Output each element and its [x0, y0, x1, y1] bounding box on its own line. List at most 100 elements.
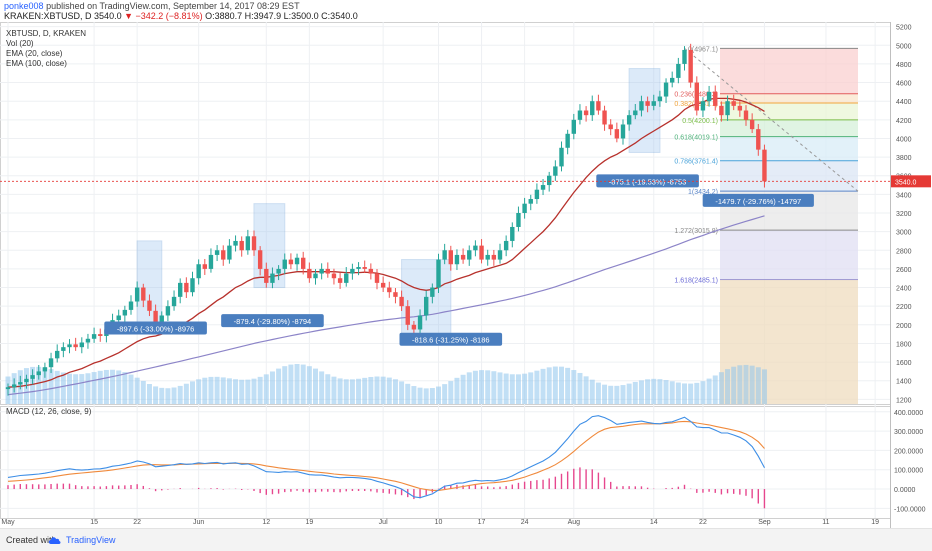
volume-bar [743, 364, 749, 404]
candle-body [639, 101, 644, 111]
price-tick-label: 1400 [896, 379, 912, 386]
time-tick-label: Sep [758, 519, 771, 526]
candle-body [460, 254, 466, 260]
candle-body [731, 101, 736, 106]
candle-body [700, 101, 706, 111]
chart-frame[interactable]: 0(4967.1)0.236(4480.3)0.382(4381.1)0.5(4… [0, 22, 932, 528]
candle-body [147, 300, 152, 311]
candle-body [73, 344, 78, 348]
candle-body [651, 101, 656, 106]
time-tick-label: 12 [262, 519, 270, 526]
volume-bar [331, 376, 337, 404]
volume-bar [725, 369, 731, 404]
volume-bar [509, 374, 515, 404]
candle-body [503, 240, 509, 251]
volume-bar [663, 380, 669, 404]
volume-bar [226, 378, 232, 404]
volume-bar [497, 372, 503, 404]
time-tick-label: 14 [650, 519, 658, 526]
time-tick-label: 22 [133, 519, 141, 526]
candle-body [540, 185, 546, 190]
volume-bar [638, 380, 644, 404]
candle-body [122, 309, 128, 316]
volume-bar [645, 379, 651, 404]
candle-body [85, 338, 91, 343]
price-tick-label: 1800 [896, 341, 912, 348]
price-tick-label: 2200 [896, 304, 912, 311]
volume-bar [429, 388, 435, 404]
candle-body [596, 101, 601, 111]
candle-body [61, 347, 66, 351]
volume-bar [417, 387, 423, 404]
candle-body [442, 250, 447, 260]
candle-body [762, 149, 767, 182]
ema100-line [7, 215, 765, 396]
chart-canvas[interactable]: 0(4967.1)0.236(4480.3)0.382(4381.1)0.5(4… [0, 22, 932, 528]
candle-body [657, 96, 663, 102]
volume-bar [362, 377, 368, 404]
volume-bar [718, 372, 724, 404]
fib-zone [720, 102, 858, 120]
candle-body [196, 264, 201, 279]
candle-body [756, 129, 761, 150]
volume-bar [669, 381, 675, 404]
fib-level-label: 0(4967.1) [688, 46, 718, 53]
measure-label: -1479.7 (-29.76%) -14797 [715, 197, 801, 206]
measure-label-box [596, 174, 699, 188]
candle-body [178, 282, 183, 297]
price-tick-label: 4400 [896, 99, 912, 106]
tradingview-link[interactable]: TradingView [66, 535, 116, 545]
volume-bar [448, 381, 454, 404]
fib-zone [720, 160, 858, 192]
author-link[interactable]: ponke008 [4, 1, 44, 11]
volume-bar [583, 376, 589, 404]
volume-bar [79, 374, 85, 404]
time-tick-label: Jun [193, 519, 204, 526]
candle-body [706, 91, 712, 102]
candle-body [436, 259, 441, 288]
volume-bar [399, 381, 405, 404]
candle-body [682, 49, 687, 64]
created-with-label: Created with [6, 535, 57, 545]
volume-bar [36, 366, 42, 404]
volume-bar [122, 372, 128, 404]
price-tick-label: 2400 [896, 286, 912, 293]
volume-bar [220, 377, 226, 404]
volume-bar [491, 371, 497, 404]
candle-body [30, 375, 35, 379]
volume-bar [91, 372, 97, 404]
candle-body [208, 254, 214, 269]
price-tick-label: 4600 [896, 81, 912, 88]
volume-bar [688, 383, 694, 404]
volume-bar [522, 373, 528, 404]
candle-body [516, 213, 521, 227]
candle-body [491, 254, 497, 260]
price-tick-label: 2800 [896, 248, 912, 255]
volume-bar [214, 376, 220, 404]
volume-bar [460, 374, 466, 404]
ohlc-values: O:3880.7 H:3947.9 L:3500.0 C:3540.0 [205, 11, 358, 21]
volume-bar [263, 374, 269, 404]
candle-body [190, 278, 195, 293]
volume-bar [565, 367, 571, 404]
volume-bar [356, 378, 362, 404]
price-tick-label: 3400 [896, 192, 912, 199]
candle-body [528, 199, 533, 204]
time-tick-label: 24 [521, 519, 529, 526]
volume-bar [337, 378, 343, 404]
volume-bars [5, 364, 767, 404]
volume-bar [48, 369, 54, 404]
volume-bar [165, 388, 171, 404]
candle-body [294, 257, 300, 265]
candle-body [214, 250, 220, 255]
price-tick-label: 3200 [896, 211, 912, 218]
candle-body [719, 105, 724, 116]
volume-bar [140, 380, 146, 404]
candle-body [749, 119, 755, 130]
candle-body [633, 110, 638, 116]
candle-body [411, 324, 417, 330]
candle-body [337, 278, 343, 283]
price-tick-label: 5200 [896, 25, 912, 32]
candle-body [424, 296, 429, 316]
measure-label-box [399, 332, 503, 346]
